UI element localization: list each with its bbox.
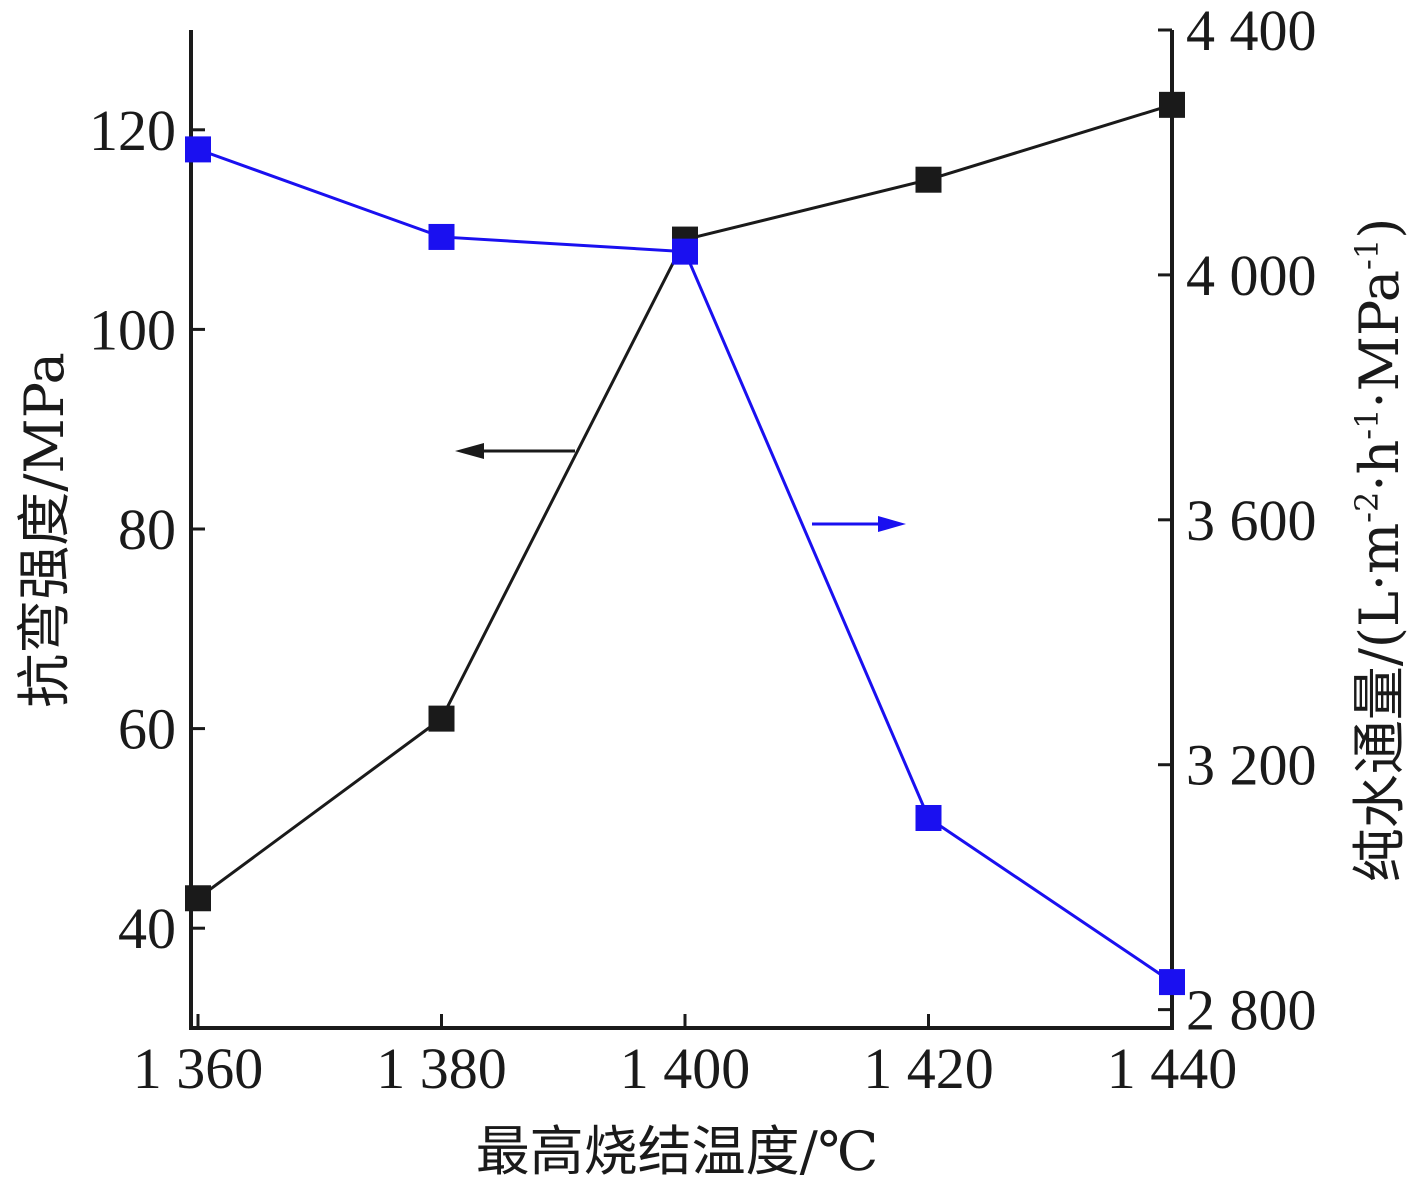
y-left-tick-label: 100 [89,297,176,362]
y-axis-right-title: 纯水通量/(L·m-2·h-1·MPa-1) [1348,218,1411,883]
series-right-marker [185,136,211,163]
series-right-marker [915,804,942,831]
y-right-tick-label: 3 600 [1186,488,1317,553]
y-axis-right-title-sup1: -2 [1348,492,1386,523]
y-right-tick-label: 2 800 [1186,978,1317,1043]
axes [189,30,1174,1030]
y-right-tick-label: 4 000 [1186,243,1317,308]
series-right-line [197,147,1173,984]
y-axis-left-title: 抗弯强度/MPa [13,352,76,708]
y-axis-right-title-sup2: -1 [1348,409,1386,440]
series-left-marker [915,166,942,193]
y-axis-right-title-sup3: -1 [1348,239,1386,270]
y-left-tick-label: 80 [118,497,176,562]
x-tick-label: 1 360 [133,1036,264,1101]
ticks: 1 360 1 380 1 400 1 420 1 440 40 60 80 100 120 2 8… [89,0,1317,1101]
y-right-tick-label: 4 400 [1186,0,1317,63]
series-left-marker [428,705,455,732]
y-axis-right-title-prefix: 纯水通量/(L·m [1348,523,1411,883]
annotations [455,443,906,532]
series-right-marker [672,238,698,265]
x-tick-label: 1 400 [620,1036,751,1101]
arrow-right-head [878,516,906,532]
x-tick-label: 1 420 [863,1036,994,1101]
y-axis-right-title-suffix: ) [1348,218,1411,239]
y-left-tick-label: 60 [118,697,176,762]
y-left-tick-label: 120 [89,98,176,163]
y-right-tick-label: 3 200 [1186,733,1317,798]
series-right-marker [1159,969,1185,996]
x-axis-title: 最高烧结温度/℃ [476,1120,879,1181]
x-tick-label: 1 440 [1107,1036,1238,1101]
series-left-marker [185,885,211,912]
series-left-line [197,103,1173,900]
series-left-marker [1159,91,1185,118]
x-tick-label: 1 380 [376,1036,507,1101]
y-axis-right-title-mid2: ·MPa [1348,270,1411,409]
y-left-tick-label: 40 [118,896,176,961]
series [185,91,1185,996]
series-right-marker [428,223,455,250]
arrow-left-head [455,443,484,459]
y-axis-right-title-mid1: ·h [1348,440,1411,492]
